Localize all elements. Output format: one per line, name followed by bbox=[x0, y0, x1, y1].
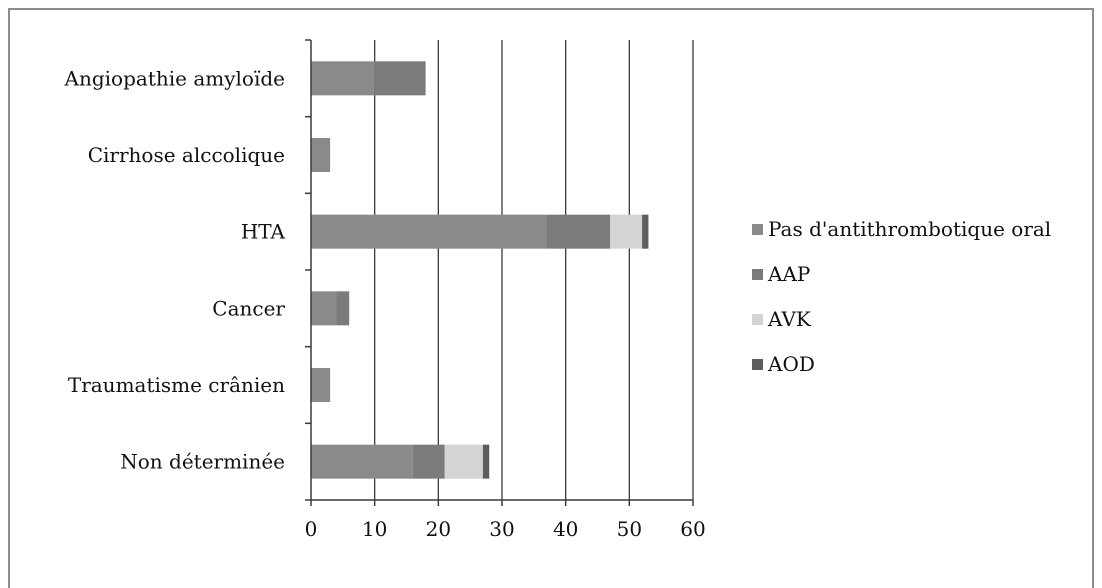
x-tick-label: 10 bbox=[362, 517, 387, 541]
x-tick-labels: 0 10 20 30 40 50 60 bbox=[305, 517, 706, 541]
bar-segment bbox=[311, 61, 375, 96]
legend-swatch bbox=[752, 359, 763, 370]
category-labels: Angiopathie amyloïde Cirrhose alccolique H… bbox=[64, 66, 286, 473]
x-tick-label: 40 bbox=[553, 517, 578, 541]
category-label: Non déterminée bbox=[120, 450, 285, 474]
category-label: Cancer bbox=[212, 296, 285, 320]
bars bbox=[311, 61, 649, 479]
x-tick-label: 60 bbox=[680, 517, 705, 541]
x-tick-label: 50 bbox=[617, 517, 642, 541]
bar-segment bbox=[546, 214, 611, 249]
bar-segment bbox=[610, 214, 643, 249]
legend-label: AVK bbox=[767, 307, 812, 331]
x-tick-label: 20 bbox=[426, 517, 451, 541]
bar-segment bbox=[311, 291, 337, 326]
bar-segment bbox=[311, 214, 547, 249]
category-label: HTA bbox=[241, 220, 286, 244]
x-tick-label: 30 bbox=[489, 517, 514, 541]
bar-segment bbox=[374, 61, 426, 96]
legend-label: AAP bbox=[767, 262, 810, 286]
bar-segment bbox=[412, 444, 445, 479]
category-label: Angiopathie amyloïde bbox=[64, 66, 285, 90]
legend-swatch bbox=[752, 269, 763, 280]
bar-segment bbox=[336, 291, 350, 326]
bar-segment bbox=[482, 444, 490, 479]
legend-swatch bbox=[752, 314, 763, 325]
category-label: Cirrhose alccolique bbox=[88, 143, 285, 167]
chart-frame bbox=[8, 8, 1094, 588]
legend-label: AOD bbox=[767, 352, 815, 376]
category-label: Traumatisme crânien bbox=[68, 373, 285, 397]
legend-swatch bbox=[752, 224, 763, 235]
legend: Pas d'antithrombotique oral AAP AVK AOD bbox=[752, 217, 1051, 376]
bar-segment bbox=[642, 214, 649, 249]
bar-segment bbox=[444, 444, 483, 479]
gridlines bbox=[374, 40, 694, 500]
bar-segment bbox=[311, 368, 331, 402]
bar-segment bbox=[311, 138, 331, 172]
legend-label: Pas d'antithrombotique oral bbox=[768, 217, 1051, 241]
bar-segment bbox=[311, 444, 413, 479]
x-tick-label: 0 bbox=[305, 517, 318, 541]
axes bbox=[305, 39, 694, 506]
